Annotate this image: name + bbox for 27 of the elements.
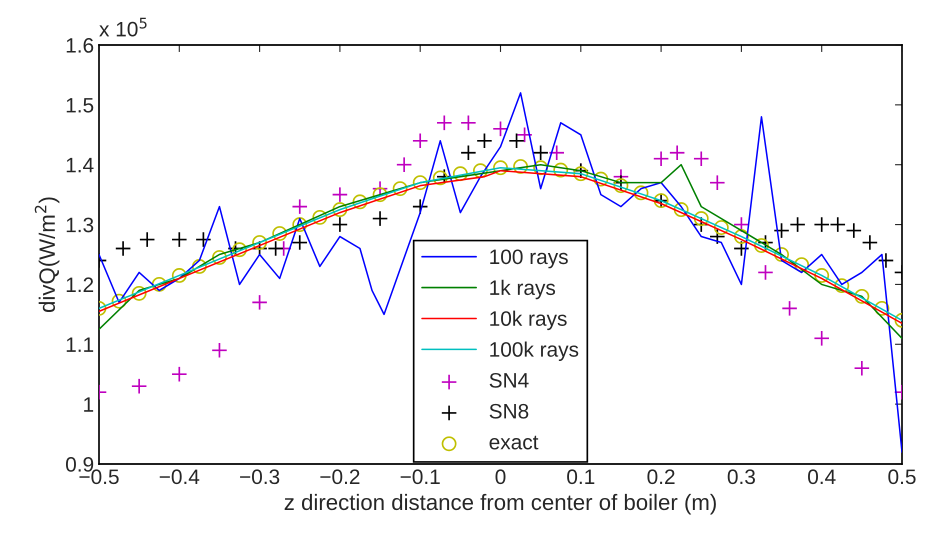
y-tick-label: 1.3 [66, 218, 94, 232]
legend-label: 100 rays [490, 249, 568, 268]
legend-label: 1k rays [490, 280, 556, 300]
legend-label: exact [490, 436, 538, 450]
y-axis-title: divQ(W/m$^{2}$) [34, 197, 60, 312]
x-tick-label: −0.4 [160, 469, 200, 484]
x-tick-label: −0.3 [240, 469, 280, 484]
text: x 10$^{5}$ [99, 18, 147, 37]
legend-label: 100k rays [490, 342, 578, 361]
y-tick-label: 1.1 [66, 338, 94, 352]
y-tick-label: 1.4 [66, 158, 94, 172]
x-tick-label: −0.2 [320, 469, 360, 484]
x-tick-label: 0.2 [647, 469, 675, 484]
legend-label: 10k rays [490, 310, 567, 330]
y-tick-label: 1.5 [66, 98, 94, 113]
y-tick-label: 1 [84, 397, 94, 412]
x-tick-label: 0.3 [728, 469, 755, 484]
y-tick-label: 1.6 [66, 38, 94, 53]
legend-label: SN8 [490, 404, 528, 419]
x-tick-label: 0.5 [888, 469, 916, 484]
x-tick-label: −0.1 [400, 469, 440, 484]
x-tick-label: 0.1 [567, 469, 594, 484]
x-tick-label: 0 [496, 469, 506, 484]
x-axis-title: z direction distance from center of boiler (m) [284, 494, 716, 515]
y-tick-label: 1.2 [66, 277, 94, 292]
legend-label: SN4 [490, 372, 529, 388]
x-tick-label: 0.4 [808, 469, 836, 484]
